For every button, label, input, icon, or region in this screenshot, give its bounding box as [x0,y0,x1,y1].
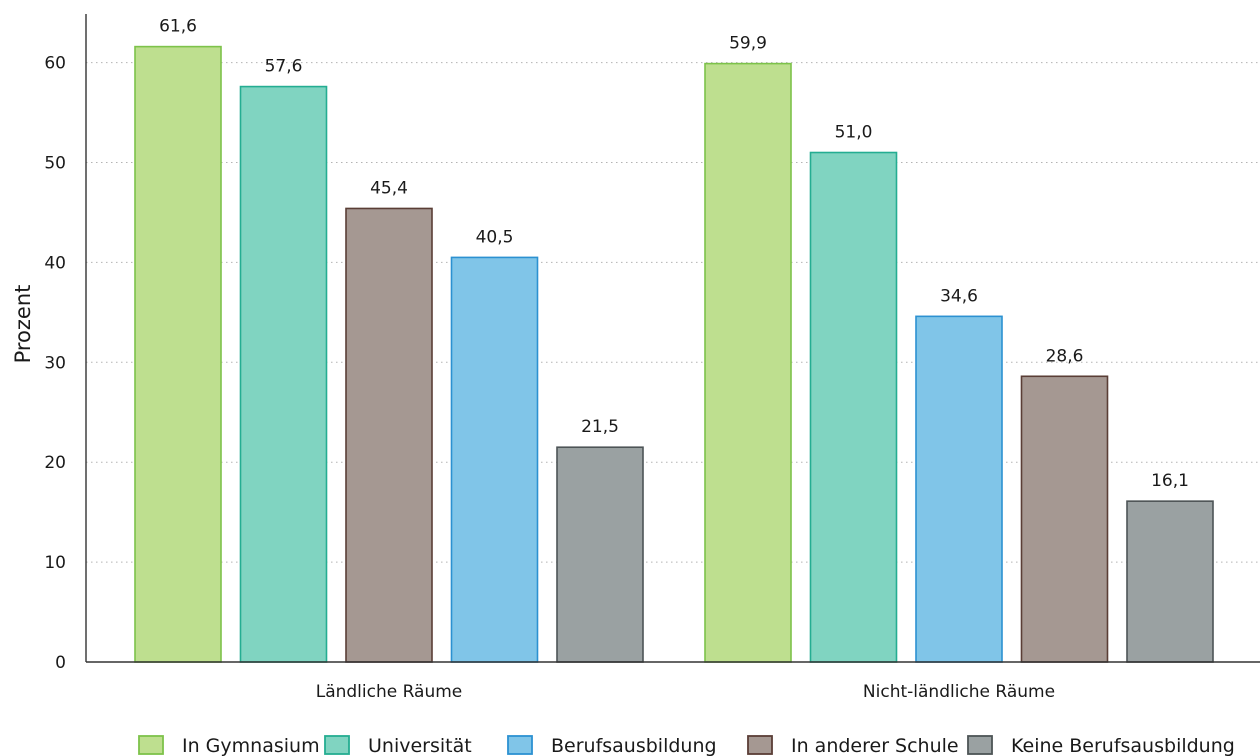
bar-universit-t [239,85,328,663]
legend-swatch [507,735,533,755]
y-tick-label: 10 [44,553,66,573]
legend-item-keine-berufsausbildung: Keine Berufsausbildung [967,735,1235,756]
bar-value-label: 57,6 [265,57,303,77]
bar-in-gymnasium [134,45,222,663]
legend: In Gymnasium Universität Berufsausbildung I… [138,735,1235,756]
bar-berufsausbildung [915,315,1003,663]
bar-value-label: 45,4 [370,178,408,198]
x-axis-group-labels: Ländliche Räume Nicht-ländliche Räume [316,682,1055,702]
legend-label: Keine Berufsausbildung [1011,735,1235,756]
legend-swatch [747,735,773,755]
y-axis-ticks: 0 10 20 30 40 50 60 [44,54,66,673]
bar-keine-berufsausbildung [556,446,644,663]
legend-label: In anderer Schule [791,735,959,756]
bar-value-label: 40,5 [476,227,514,247]
bar-berufsausbildung [450,256,539,663]
y-tick-label: 0 [55,653,66,673]
legend-item-berufsausbildung: Berufsausbildung [507,735,717,756]
bars [134,45,1214,663]
legend-item-in-anderer-schule: In anderer Schule [747,735,959,756]
legend-label: In Gymnasium [182,735,320,756]
bar-value-label: 16,1 [1151,471,1189,491]
legend-item-in-gymnasium: In Gymnasium [138,735,320,756]
bar-value-label: 51,0 [835,123,873,143]
bar-value-label: 28,6 [1046,346,1084,366]
bar-value-label: 61,6 [159,17,197,37]
bar-in-anderer-schule [345,207,433,663]
legend-label: Berufsausbildung [551,735,717,756]
bar-in-gymnasium [704,62,792,663]
bar-universit-t [809,151,898,663]
x-group-label: Ländliche Räume [316,682,463,702]
bar-value-label: 21,5 [581,417,619,437]
bar-keine-berufsausbildung [1126,500,1214,663]
y-tick-label: 30 [44,353,66,373]
bar-value-label: 34,6 [940,286,978,306]
y-tick-label: 50 [44,154,66,174]
y-tick-label: 40 [44,253,66,273]
legend-swatch [138,735,164,755]
y-axis-title: Prozent [11,285,35,364]
y-tick-label: 60 [44,54,66,74]
legend-swatch [967,735,993,755]
axes [85,14,1260,663]
x-group-label: Nicht-ländliche Räume [863,682,1055,702]
legend-label: Universität [368,735,472,756]
y-tick-label: 20 [44,453,66,473]
bar-value-label: 59,9 [729,34,767,54]
legend-item-universit-t: Universität [324,735,472,756]
bar-in-anderer-schule [1020,375,1109,663]
value-labels: 61,6 57,6 45,4 40,5 21,5 59,9 51,0 34,6 28,6 16,1 [159,17,1189,492]
legend-swatch [324,735,350,755]
